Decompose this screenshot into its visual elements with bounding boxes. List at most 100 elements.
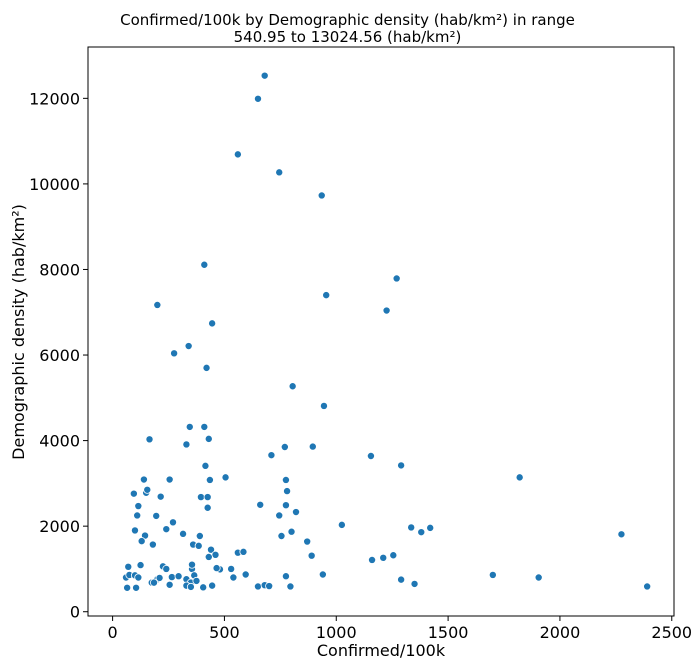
scatter-point	[307, 551, 316, 560]
x-tick-label: 500	[209, 623, 240, 642]
scatter-point	[199, 583, 208, 592]
scatter-point	[287, 527, 296, 536]
y-axis-label: Demographic density (hab/km²)	[9, 204, 28, 460]
scatter-point	[303, 537, 312, 546]
scatter-point	[207, 545, 216, 554]
scatter-point	[397, 461, 406, 470]
y-tick-label: 8000	[39, 260, 80, 279]
scatter-point	[208, 581, 217, 590]
scatter-point	[139, 475, 148, 484]
scatter-point	[145, 435, 154, 444]
scatter-point	[186, 582, 195, 591]
scatter-point	[162, 564, 171, 573]
scatter-point	[174, 572, 183, 581]
scatter-point	[182, 440, 191, 449]
scatter-point	[317, 191, 326, 200]
scatter-point	[208, 319, 217, 328]
scatter-point	[204, 552, 213, 561]
scatter-point	[288, 382, 297, 391]
scatter-point	[426, 523, 435, 532]
y-tick-label: 6000	[39, 346, 80, 365]
scatter-point	[200, 260, 209, 269]
scatter-point	[286, 582, 295, 591]
scatter-point	[319, 401, 328, 410]
scatter-point	[149, 578, 158, 587]
scatter-point	[221, 473, 230, 482]
y-axis-ticks: 0 2000 4000 6000 8000 10000 12000	[29, 89, 88, 622]
scatter-point	[397, 575, 406, 584]
scatter-point	[143, 485, 152, 494]
scatter-point	[643, 582, 652, 591]
scatter-point	[281, 501, 290, 510]
scatter-point	[165, 580, 174, 589]
scatter-point	[211, 550, 220, 559]
scatter-point	[227, 564, 236, 573]
scatter-point	[179, 529, 188, 538]
scatter-point	[148, 540, 157, 549]
scatter-point	[283, 487, 292, 496]
scatter-point	[379, 553, 388, 562]
scatter-point	[241, 570, 250, 579]
chart-title-line-2: 540.95 to 13024.56 (hab/km²)	[233, 28, 462, 46]
x-tick-label: 2500	[651, 623, 692, 642]
scatter-point	[233, 150, 242, 159]
y-tick-label: 12000	[29, 89, 80, 108]
scatter-point	[389, 551, 398, 560]
scatter-point	[192, 576, 201, 585]
scatter-point	[322, 291, 331, 300]
x-tick-label: 1500	[428, 623, 469, 642]
scatter-point	[277, 531, 286, 540]
scatter-point	[318, 570, 327, 579]
scatter-point	[167, 573, 176, 582]
scatter-point	[392, 274, 401, 283]
scatter-point	[280, 443, 289, 452]
scatter-point	[292, 508, 301, 517]
x-tick-label: 1000	[316, 623, 357, 642]
scatter-point	[200, 422, 209, 431]
scatter-point	[185, 422, 194, 431]
scatter-point	[203, 493, 212, 502]
scatter-point	[134, 502, 143, 511]
scatter-point	[239, 547, 248, 556]
y-tick-label: 2000	[39, 517, 80, 536]
plot-area-frame	[87, 46, 675, 617]
scatter-point	[156, 492, 165, 501]
y-tick-label: 10000	[29, 175, 80, 194]
scatter-point	[136, 561, 145, 570]
scatter-point	[212, 564, 221, 573]
scatter-point	[123, 583, 132, 592]
scatter-point	[407, 523, 416, 532]
scatter-point	[256, 500, 265, 509]
scatter-point	[184, 342, 193, 351]
scatter-point	[275, 168, 284, 177]
scatter-point	[253, 582, 262, 591]
scatter-point	[267, 451, 276, 460]
x-axis-label: Confirmed/100k	[317, 641, 446, 660]
scatter-point	[275, 511, 284, 520]
scatter-point	[337, 520, 346, 529]
scatter-point	[253, 94, 262, 103]
scatter-point	[194, 541, 203, 550]
scatter-point	[196, 493, 205, 502]
scatter-point	[162, 525, 171, 534]
scatter-point	[617, 530, 626, 539]
scatter-point	[229, 573, 238, 582]
scatter-point	[417, 528, 426, 537]
scatter-point	[410, 579, 419, 588]
y-tick-label: 0	[70, 603, 80, 622]
scatter-point	[202, 363, 211, 372]
scatter-point	[201, 461, 210, 470]
scatter-point	[488, 570, 497, 579]
scatter-point	[260, 71, 269, 80]
scatter-point	[281, 572, 290, 581]
x-tick-label: 0	[108, 623, 118, 642]
scatter-point	[534, 573, 543, 582]
scatter-point	[124, 562, 133, 571]
scatter-point	[129, 489, 138, 498]
scatter-point	[204, 434, 213, 443]
scatter-point	[170, 349, 179, 358]
scatter-point	[137, 537, 146, 546]
scatter-point	[155, 573, 164, 582]
scatter-point	[153, 300, 162, 309]
